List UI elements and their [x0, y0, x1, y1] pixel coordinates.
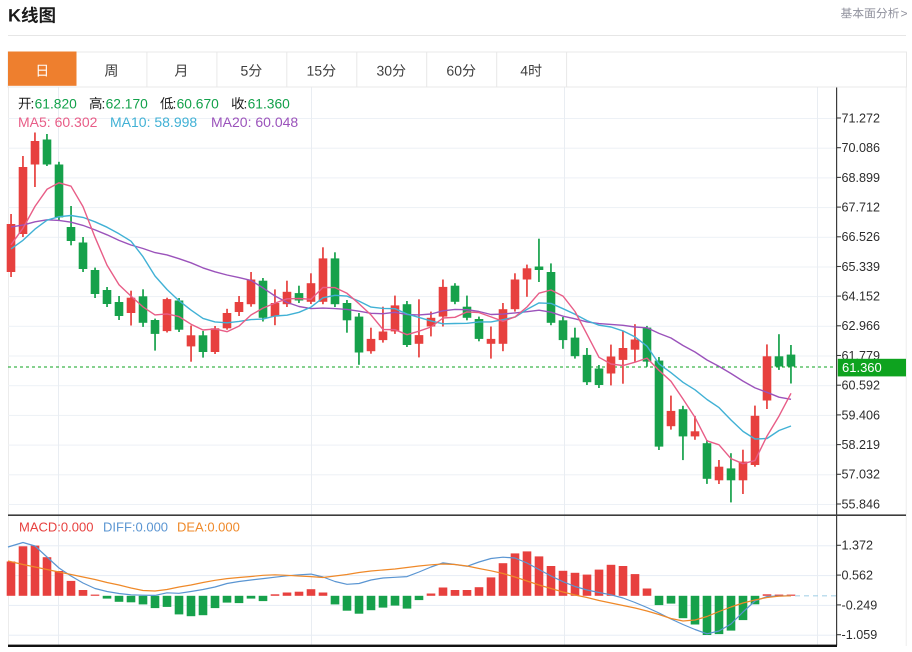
svg-text:62.170: 62.170	[106, 96, 149, 111]
svg-text:64.152: 64.152	[842, 290, 881, 304]
svg-text::: :	[244, 96, 248, 111]
svg-text:-1.059: -1.059	[842, 628, 878, 642]
svg-text:67.712: 67.712	[842, 201, 881, 215]
svg-text:58.219: 58.219	[842, 438, 881, 452]
svg-text:61.360: 61.360	[842, 360, 882, 375]
svg-text:65.339: 65.339	[842, 260, 881, 274]
svg-text::: :	[173, 96, 177, 111]
svg-text:DIFF:0.000: DIFF:0.000	[103, 520, 168, 535]
svg-text::: :	[31, 96, 35, 111]
svg-text:57.032: 57.032	[842, 468, 881, 482]
svg-text:0.562: 0.562	[842, 569, 874, 583]
svg-text:71.272: 71.272	[842, 111, 881, 125]
svg-text:>: >	[901, 7, 908, 21]
svg-text:61.360: 61.360	[248, 96, 291, 111]
svg-text:66.526: 66.526	[842, 230, 881, 244]
svg-text:60.592: 60.592	[842, 379, 881, 393]
svg-text:61.820: 61.820	[35, 96, 78, 111]
svg-text:1.372: 1.372	[842, 539, 874, 553]
svg-text:MACD:0.000: MACD:0.000	[19, 520, 93, 535]
svg-text:DEA:0.000: DEA:0.000	[177, 520, 240, 535]
svg-text::: :	[102, 96, 106, 111]
svg-text:-0.249: -0.249	[842, 598, 878, 612]
svg-text:59.406: 59.406	[842, 408, 881, 422]
svg-text:MA5: 60.302: MA5: 60.302	[18, 114, 98, 130]
svg-text:MA20: 60.048: MA20: 60.048	[211, 114, 298, 130]
svg-text:55.846: 55.846	[842, 497, 881, 511]
svg-text:70.086: 70.086	[842, 141, 881, 155]
svg-text:MA10: 58.998: MA10: 58.998	[110, 114, 197, 130]
svg-text:68.899: 68.899	[842, 171, 881, 185]
svg-text:60.670: 60.670	[177, 96, 220, 111]
svg-text:62.966: 62.966	[842, 319, 881, 333]
